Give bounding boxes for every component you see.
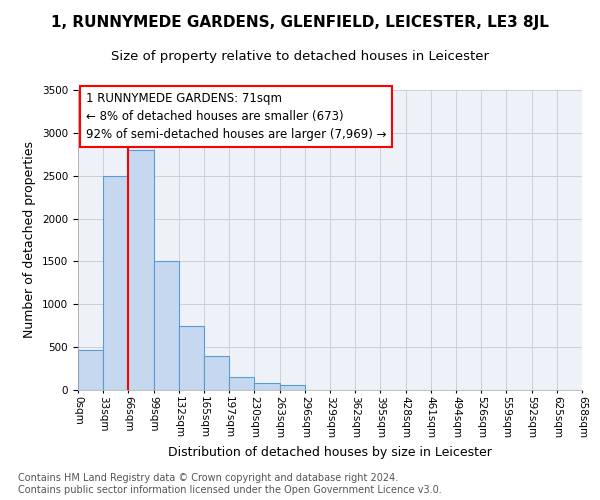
Text: Contains HM Land Registry data © Crown copyright and database right 2024.
Contai: Contains HM Land Registry data © Crown c… — [18, 474, 442, 495]
Bar — [229, 376, 254, 390]
Bar — [154, 262, 179, 390]
Bar — [280, 386, 305, 390]
Bar — [179, 326, 204, 390]
Bar — [78, 350, 103, 390]
Bar — [103, 176, 128, 390]
Bar — [128, 150, 154, 390]
X-axis label: Distribution of detached houses by size in Leicester: Distribution of detached houses by size … — [168, 446, 492, 459]
Y-axis label: Number of detached properties: Number of detached properties — [23, 142, 37, 338]
Bar — [204, 356, 229, 390]
Text: 1, RUNNYMEDE GARDENS, GLENFIELD, LEICESTER, LE3 8JL: 1, RUNNYMEDE GARDENS, GLENFIELD, LEICEST… — [51, 15, 549, 30]
Text: 1 RUNNYMEDE GARDENS: 71sqm
← 8% of detached houses are smaller (673)
92% of semi: 1 RUNNYMEDE GARDENS: 71sqm ← 8% of detac… — [86, 92, 386, 140]
Bar — [254, 382, 280, 390]
Text: Size of property relative to detached houses in Leicester: Size of property relative to detached ho… — [111, 50, 489, 63]
